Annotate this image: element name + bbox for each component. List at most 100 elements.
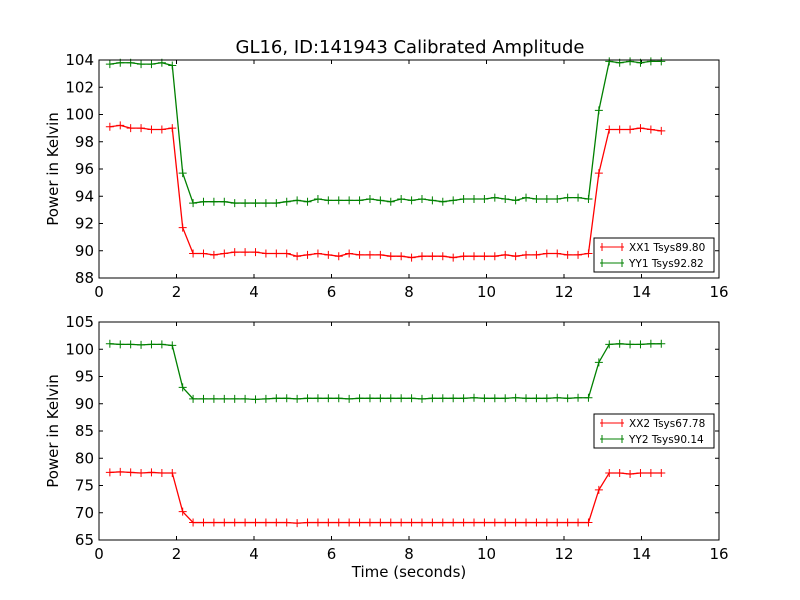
- data-point-marker: [157, 125, 166, 134]
- y-tick-label: 94: [75, 187, 94, 205]
- data-point-marker: [282, 249, 291, 258]
- data-point-marker: [459, 252, 468, 261]
- data-point-marker: [470, 393, 479, 402]
- data-point-marker: [386, 252, 395, 261]
- data-point-marker: [261, 249, 270, 258]
- legend-swatch: [600, 259, 624, 267]
- data-point-marker: [428, 252, 437, 261]
- data-point-marker: [105, 339, 114, 348]
- data-point-marker: [220, 249, 229, 258]
- data-point-marker: [657, 57, 666, 66]
- data-point-marker: [574, 393, 583, 402]
- x-tick-label: 6: [327, 545, 337, 563]
- data-point-marker: [303, 394, 312, 403]
- data-point-marker: [563, 250, 572, 259]
- data-point-marker: [438, 252, 447, 261]
- data-point-marker: [345, 249, 354, 258]
- data-point-marker: [157, 468, 166, 477]
- data-point-marker: [449, 253, 458, 262]
- data-point-marker: [303, 197, 312, 206]
- legend: XX1 Tsys89.80 YY1 Tsys92.82: [593, 237, 715, 273]
- data-point-marker: [386, 394, 395, 403]
- y-tick-label: 85: [75, 422, 94, 440]
- data-point-marker: [574, 250, 583, 259]
- data-point-marker: [345, 394, 354, 403]
- data-point-marker: [563, 193, 572, 202]
- data-point-marker: [199, 394, 208, 403]
- data-point-marker: [594, 169, 603, 178]
- x-tick-label: 10: [477, 545, 496, 563]
- data-point-marker: [282, 394, 291, 403]
- data-point-marker: [646, 57, 655, 66]
- data-point-marker: [209, 518, 218, 527]
- data-point-marker: [428, 394, 437, 403]
- plot-frame: [98, 321, 720, 541]
- y-tick-label: 98: [75, 133, 94, 151]
- data-point-marker: [137, 60, 146, 69]
- data-point-marker: [646, 125, 655, 134]
- data-point-marker: [574, 193, 583, 202]
- top-plot: 0 2 4 6 8 10 12 14 16 88 90 92 94 96 98 100 102 104 Power …: [44, 51, 729, 301]
- x-tick-label: 4: [249, 545, 259, 563]
- data-point-marker: [126, 124, 135, 133]
- data-point-marker: [334, 394, 343, 403]
- data-point-marker: [646, 339, 655, 348]
- data-point-marker: [605, 468, 614, 477]
- x-tick-label: 4: [249, 283, 259, 301]
- data-point-marker: [605, 340, 614, 349]
- y-tick-label: 70: [75, 504, 94, 522]
- data-point-marker: [147, 125, 156, 134]
- data-point-marker: [261, 199, 270, 208]
- legend-label: YY2 Tsys90.14: [628, 434, 704, 446]
- data-point-marker: [376, 196, 385, 205]
- data-point-marker: [459, 394, 468, 403]
- y-axis-label: Power in Kelvin: [44, 374, 62, 488]
- data-point-marker: [626, 470, 635, 479]
- data-point-marker: [241, 518, 250, 527]
- data-point-marker: [199, 518, 208, 527]
- data-point-marker: [636, 468, 645, 477]
- y-tick-label: 90: [75, 242, 94, 260]
- data-point-marker: [438, 518, 447, 527]
- data-point-marker: [459, 518, 468, 527]
- x-tick-label: 6: [327, 283, 337, 301]
- data-point-marker: [251, 395, 260, 404]
- data-point-marker: [209, 394, 218, 403]
- data-point-marker: [189, 518, 198, 527]
- data-point-marker: [449, 394, 458, 403]
- data-point-marker: [324, 196, 333, 205]
- data-point-marker: [553, 194, 562, 203]
- data-point-marker: [438, 394, 447, 403]
- data-point-marker: [605, 125, 614, 134]
- legend-swatch: [600, 419, 624, 427]
- data-point-marker: [313, 518, 322, 527]
- data-point-marker: [615, 468, 624, 477]
- data-point-marker: [522, 193, 531, 202]
- x-tick-label: 2: [172, 545, 182, 563]
- data-point-marker: [189, 394, 198, 403]
- data-point-marker: [137, 124, 146, 133]
- chart-title: GL16, ID:141943 Calibrated Amplitude: [236, 37, 585, 58]
- x-tick-label: 12: [554, 545, 573, 563]
- data-point-marker: [501, 394, 510, 403]
- data-point-marker: [168, 341, 177, 350]
- data-point-marker: [470, 252, 479, 261]
- data-point-marker: [449, 518, 458, 527]
- data-point-marker: [355, 394, 364, 403]
- data-point-marker: [386, 518, 395, 527]
- x-axis-label: Time (seconds): [351, 563, 467, 581]
- data-point-marker: [594, 106, 603, 115]
- data-point-marker: [230, 394, 239, 403]
- data-point-marker: [532, 194, 541, 203]
- data-point-marker: [417, 194, 426, 203]
- legend-box: [593, 413, 715, 449]
- data-point-marker: [334, 518, 343, 527]
- legend-box: [593, 237, 715, 273]
- data-point-marker: [542, 394, 551, 403]
- data-point-marker: [230, 248, 239, 257]
- data-point-marker: [626, 125, 635, 134]
- series-line-yy1: [109, 60, 662, 204]
- x-tick-label: 2: [172, 283, 182, 301]
- data-point-marker: [490, 394, 499, 403]
- data-point-marker: [303, 518, 312, 527]
